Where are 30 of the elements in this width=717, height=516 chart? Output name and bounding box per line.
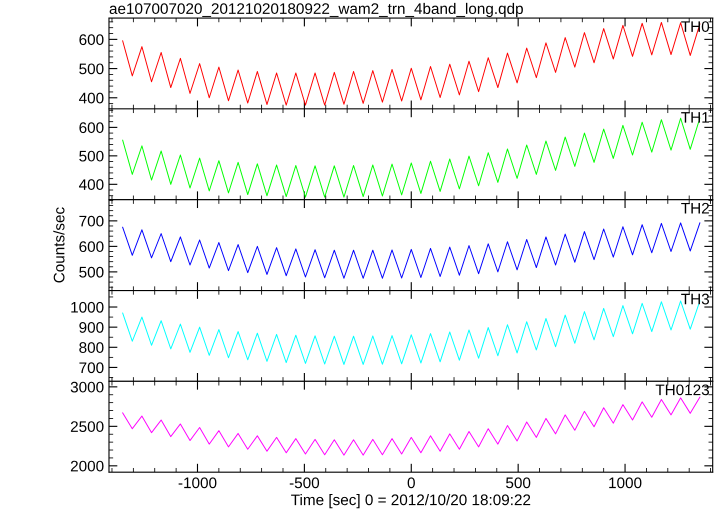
y-tick-label: 3000 <box>70 382 104 393</box>
series-label: TH1 <box>681 112 709 123</box>
y-tick-label: 700 <box>79 362 104 374</box>
y-tick-label: 2500 <box>70 421 104 432</box>
series-label: TH3 <box>681 294 710 304</box>
line-series <box>122 222 700 279</box>
y-tick-label: 500 <box>79 63 104 74</box>
y-tick-label: 400 <box>78 179 104 190</box>
line-series <box>122 396 700 456</box>
chart-title: ae107007020_20121020180922_wam2_trn_4band_long.qdp <box>110 2 523 18</box>
series-label: TH2 <box>681 202 709 214</box>
x-tick-label: -500 <box>290 477 320 488</box>
x-tick-label: -1000 <box>178 477 216 488</box>
y-tick-label: 1000 <box>71 302 104 313</box>
x-axis-title: Time [sec] 0 = 2012/10/20 18:09:22 <box>291 494 530 508</box>
y-tick-label: 600 <box>79 241 104 252</box>
y-tick-label: 500 <box>79 150 104 162</box>
x-tick-label: 1000 <box>609 477 642 488</box>
y-tick-label: 400 <box>78 92 104 104</box>
y-tick-label: 600 <box>79 34 104 46</box>
y-tick-label: 2000 <box>70 460 104 472</box>
y-tick-label: 900 <box>79 322 104 333</box>
y-axis-title: Counts/sec <box>53 207 65 283</box>
x-tick-label: 500 <box>506 477 530 488</box>
y-tick-label: 500 <box>79 266 104 278</box>
y-tick-label: 700 <box>79 216 104 227</box>
series-label: TH0123 <box>656 384 710 396</box>
y-tick-label: 800 <box>79 342 104 353</box>
y-tick-label: 600 <box>79 122 104 134</box>
x-tick-label: 0 <box>408 477 415 488</box>
